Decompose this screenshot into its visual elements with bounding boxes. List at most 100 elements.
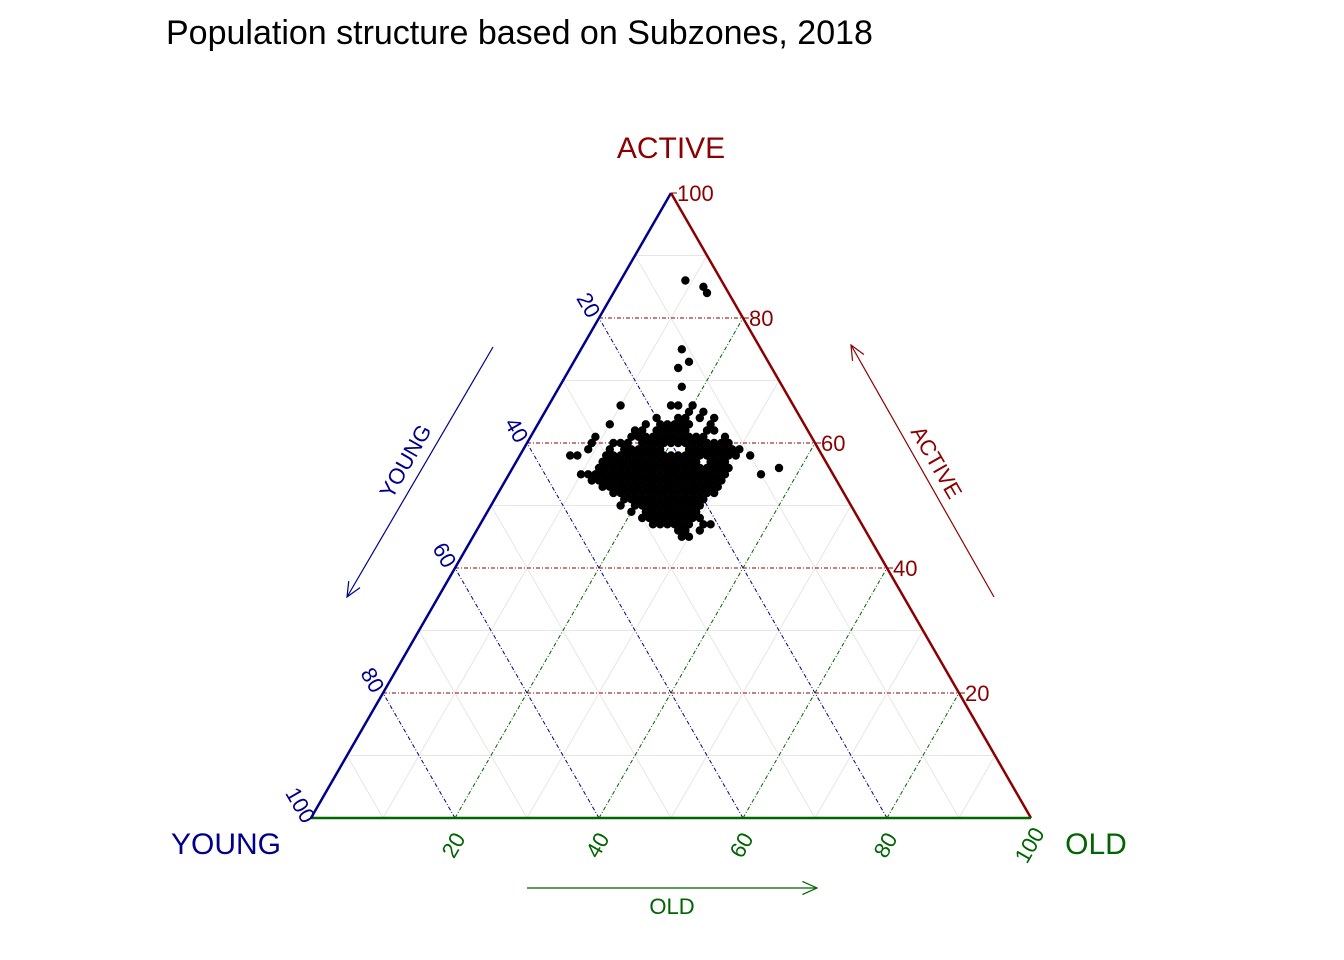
data-point [627,507,636,516]
data-point [677,382,686,391]
data-point [702,488,712,498]
data-point [681,501,690,510]
data-point [684,432,694,441]
data-point [641,420,650,429]
data-point [717,463,726,473]
major-grid-young [382,692,456,819]
data-point [602,451,611,460]
data-point [706,420,715,429]
data-point [627,495,636,504]
data-point [645,463,654,473]
data-point [656,432,665,441]
minor-grid-old [814,630,924,819]
data-point [702,476,712,485]
data-point [717,476,726,485]
data-point [684,357,694,366]
data-point [659,463,668,473]
data-point [713,445,722,454]
data-points [566,276,784,541]
data-point [656,445,665,454]
data-point [623,451,632,460]
data-point [602,463,611,473]
data-point [663,432,672,441]
data-point [663,507,672,516]
data-point [566,451,575,460]
data-point [720,432,730,441]
data-point [666,476,676,485]
data-point [681,488,690,498]
minor-grid [346,255,996,819]
active-arrow-line [850,344,995,598]
data-point [630,501,640,510]
data-point [710,476,719,485]
data-point [699,482,708,491]
data-point [695,463,704,473]
data-point [656,495,665,504]
data-point [674,413,683,423]
data-point [616,476,625,485]
active-vertex-label: ACTIVE [617,132,725,165]
data-point [591,470,600,479]
data-point [695,476,704,485]
data-point [713,482,722,491]
data-point [731,451,740,460]
old-arrow-label: OLD [649,894,694,919]
data-point [710,488,719,498]
minor-grid-young [634,255,960,819]
data-point [587,438,596,448]
data-point [652,413,661,423]
data-point [641,482,650,491]
data-point [634,457,643,466]
data-point [627,432,636,441]
data-point [670,457,679,466]
data-point [713,457,722,466]
data-point [699,407,708,416]
data-point [695,438,704,448]
data-point [648,507,658,516]
data-point [620,445,629,454]
data-point [688,501,697,510]
young-arrow-label: YOUNG [375,420,437,502]
data-point [702,451,712,460]
data-point [630,451,640,460]
data-point [674,488,683,498]
young-axis-edge [309,192,673,819]
data-point [710,413,719,423]
old-arrow-head [802,880,819,896]
chart-title: Population structure based on Subzones, … [166,14,873,52]
data-point [692,482,701,491]
data-point [684,445,694,454]
data-point [648,520,658,529]
data-point [656,482,665,491]
data-point [684,482,694,491]
data-point [717,438,726,448]
data-point [706,457,715,466]
data-point [652,476,661,485]
old-tick-label: 80 [869,828,903,862]
data-point [638,438,647,448]
active-arrow-label: ACTIVE [906,422,967,503]
old-tick-label: 40 [581,828,615,862]
data-point [645,513,654,523]
data-point [681,513,690,523]
data-point [652,451,661,460]
data-point [627,470,636,479]
data-point [634,470,643,479]
data-point [623,476,632,485]
data-point [641,470,650,479]
data-point [620,470,629,479]
data-point [724,451,733,460]
data-point [670,495,679,504]
data-point [728,445,737,454]
data-point [688,476,697,485]
data-point [695,501,704,510]
data-point [695,526,704,535]
data-point [688,451,697,460]
data-point [638,476,647,485]
data-point [648,495,658,504]
data-point [634,445,643,454]
active-axis-edge [669,192,1033,819]
young-arrow-line [346,346,494,598]
data-point [677,457,686,466]
data-point [706,470,715,479]
